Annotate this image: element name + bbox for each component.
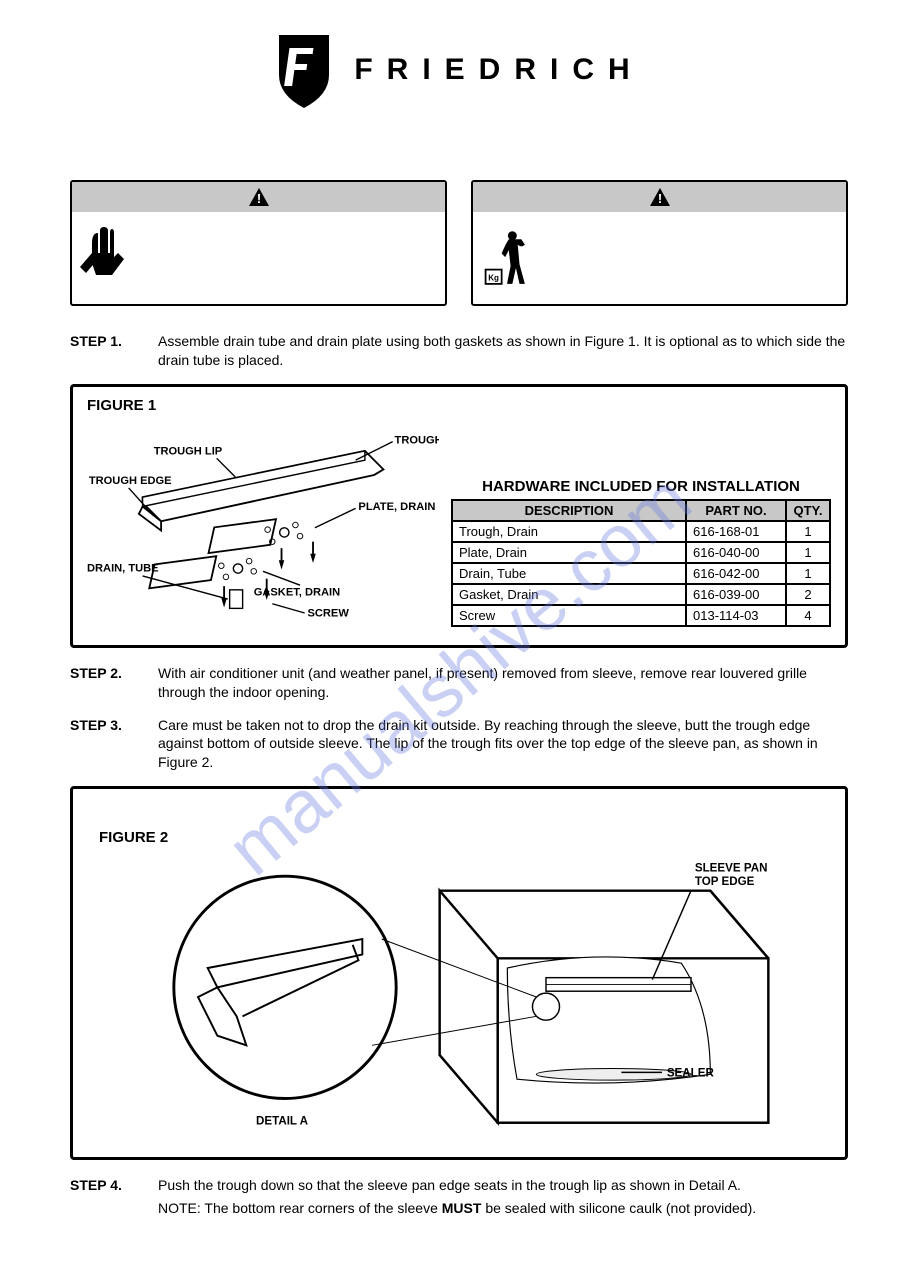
svg-text:!: ! xyxy=(657,191,661,206)
label-drain-tube: DRAIN, TUBE xyxy=(87,562,159,574)
lifting-warning-icon: Kg xyxy=(479,223,535,293)
label-trough-edge: TROUGH EDGE xyxy=(89,475,172,487)
table-row: Plate, Drain616-040-001 xyxy=(452,542,830,563)
svg-text:!: ! xyxy=(256,191,260,206)
svg-text:Kg: Kg xyxy=(488,273,499,282)
label-plate-drain: PLATE, DRAIN xyxy=(358,501,435,513)
figure-2-title: FIGURE 2 xyxy=(99,829,831,846)
step-2: STEP 2. With air conditioner unit (and w… xyxy=(70,664,848,702)
step-2-text: With air conditioner unit (and weather p… xyxy=(158,664,848,702)
warning-header-2: ! xyxy=(473,182,846,212)
label-sealer: SEALER xyxy=(667,1067,715,1080)
shield-logo-icon xyxy=(274,30,334,110)
label-trough-drain: TROUGH, DRAIN xyxy=(395,434,439,446)
brand-header: FRIEDRICH xyxy=(70,30,848,110)
table-row: Drain, Tube616-042-001 xyxy=(452,563,830,584)
label-gasket-drain: GASKET, DRAIN xyxy=(254,586,340,598)
hw-col-part: PART NO. xyxy=(686,500,786,521)
table-row: Trough, Drain616-168-011 xyxy=(452,521,830,542)
figure-1-title: FIGURE 1 xyxy=(87,397,831,414)
note-tail: be sealed with silicone caulk (not provi… xyxy=(481,1200,756,1216)
hand-warning-icon xyxy=(78,223,134,293)
label-screw: SCREW xyxy=(307,607,349,619)
hardware-title: HARDWARE INCLUDED FOR INSTALLATION xyxy=(451,478,831,495)
alert-triangle-icon: ! xyxy=(248,187,270,207)
step-4: STEP 4. Push the trough down so that the… xyxy=(70,1176,848,1218)
label-top-edge: TOP EDGE xyxy=(695,875,755,888)
figure-2-diagram: DETAIL A SLEEVE PAN TOP EDGE SEALER xyxy=(87,852,831,1142)
step-4-text: Push the trough down so that the sleeve … xyxy=(158,1176,756,1218)
hardware-block: HARDWARE INCLUDED FOR INSTALLATION DESCR… xyxy=(451,478,831,627)
label-detail-a: DETAIL A xyxy=(256,1115,309,1128)
note-prefix: NOTE: The bottom rear corners of the sle… xyxy=(158,1200,442,1216)
hw-col-qty: QTY. xyxy=(786,500,830,521)
warning-box-1: ! xyxy=(70,180,447,306)
warning-header-1: ! xyxy=(72,182,445,212)
brand-name: FRIEDRICH xyxy=(354,53,643,87)
step-3-label: STEP 3. xyxy=(70,716,142,773)
alert-triangle-icon: ! xyxy=(649,187,671,207)
warning-box-2: ! Kg xyxy=(471,180,848,306)
table-row: Gasket, Drain616-039-002 xyxy=(452,584,830,605)
figure-2-box: FIGURE 2 DETAIL A SLEEVE PAN TOP EDGE SE… xyxy=(70,786,848,1160)
label-trough-lip: TROUGH LIP xyxy=(154,445,223,457)
warning-row: ! ! Kg xyxy=(70,180,848,306)
note-must: MUST xyxy=(442,1200,482,1216)
table-row: Screw013-114-034 xyxy=(452,605,830,626)
step-1: STEP 1. Assemble drain tube and drain pl… xyxy=(70,332,848,370)
figure-1-box: FIGURE 1 xyxy=(70,384,848,648)
step-3-text: Care must be taken not to drop the drain… xyxy=(158,716,848,773)
hw-col-desc: DESCRIPTION xyxy=(452,500,686,521)
hardware-table: DESCRIPTION PART NO. QTY. Trough, Drain6… xyxy=(451,499,831,627)
step-4-label: STEP 4. xyxy=(70,1176,142,1218)
figure-1-diagram: TROUGH, DRAIN TROUGH LIP TROUGH EDGE PLA… xyxy=(87,420,439,630)
step-1-label: STEP 1. xyxy=(70,332,142,370)
label-sleeve-pan: SLEEVE PAN xyxy=(695,862,768,875)
step-1-text: Assemble drain tube and drain plate usin… xyxy=(158,332,848,370)
step-3: STEP 3. Care must be taken not to drop t… xyxy=(70,716,848,773)
step-2-label: STEP 2. xyxy=(70,664,142,702)
